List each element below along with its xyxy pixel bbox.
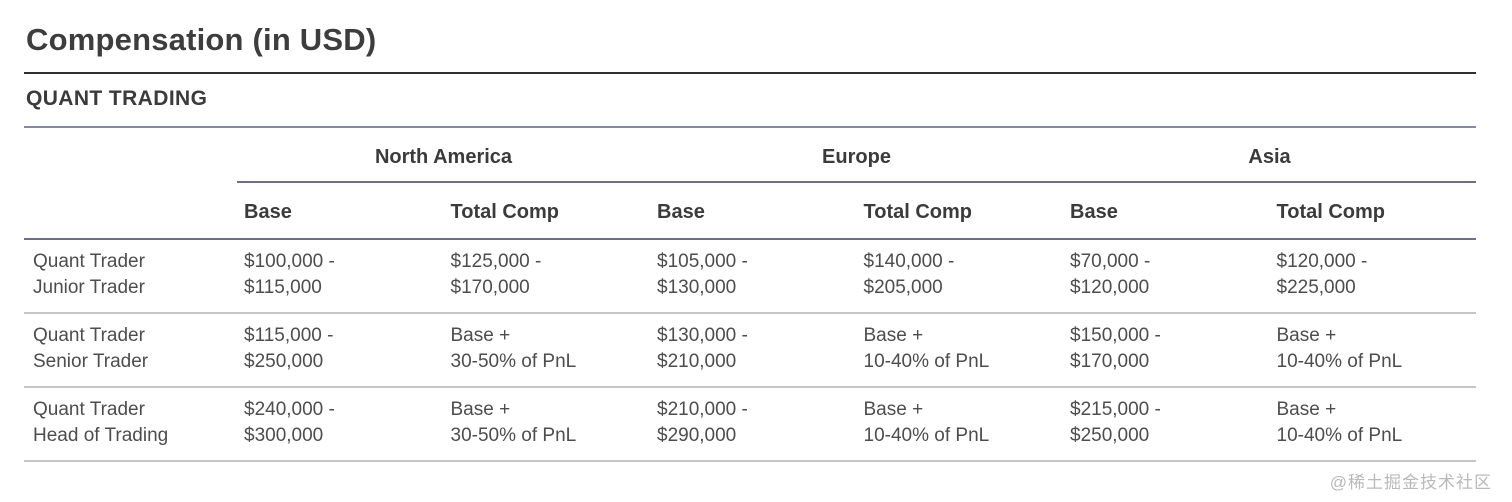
table-row-head-of-trading: Quant Trader Head of Trading $240,000 - …	[24, 388, 1476, 462]
value-line: $115,000 -	[244, 325, 334, 346]
value-line: $205,000	[863, 277, 943, 298]
value-line: $290,000	[657, 425, 737, 446]
value-line: $140,000 -	[863, 251, 955, 272]
value-line: Base +	[1276, 325, 1337, 346]
value-cell-na-totalcomp: $125,000 - $170,000	[444, 240, 651, 312]
region-header-north-america: North America	[237, 130, 650, 183]
value-line: $170,000	[450, 277, 530, 298]
value-cell-na-totalcomp: Base + 30-50% of PnL	[444, 314, 651, 386]
value-cell-na-base: $115,000 - $250,000	[237, 314, 444, 386]
page-title: Compensation (in USD)	[26, 22, 377, 57]
value-cell-eu-totalcomp: $140,000 - $205,000	[857, 240, 1064, 312]
value-cell-eu-totalcomp: Base + 10-40% of PnL	[857, 314, 1064, 386]
section-divider	[24, 126, 1476, 128]
value-line: $240,000 -	[244, 399, 335, 420]
region-header-europe: Europe	[650, 130, 1063, 183]
value-line: 30-50% of PnL	[450, 425, 577, 446]
role-line-1: Quant Trader	[33, 399, 145, 420]
value-line: $115,000	[244, 277, 322, 298]
value-line: 30-50% of PnL	[450, 351, 577, 372]
value-line: $130,000	[657, 277, 737, 298]
title-divider	[24, 72, 1476, 74]
value-line: $150,000 -	[1070, 325, 1161, 346]
value-cell-na-base: $240,000 - $300,000	[237, 388, 444, 460]
value-line: $250,000	[244, 351, 324, 372]
role-line-2: Head of Trading	[33, 425, 169, 446]
value-cell-asia-base: $215,000 - $250,000	[1063, 388, 1270, 460]
column-header-role-spacer	[24, 206, 237, 238]
value-cell-asia-base: $70,000 - $120,000	[1063, 240, 1270, 312]
role-line-2: Senior Trader	[33, 351, 149, 372]
value-line: $210,000 -	[657, 399, 748, 420]
value-line: Base +	[863, 399, 924, 420]
value-line: 10-40% of PnL	[863, 351, 990, 372]
watermark-text: @稀土掘金技术社区	[1329, 473, 1492, 492]
role-line-1: Quant Trader	[33, 251, 145, 272]
value-line: $225,000	[1276, 277, 1356, 298]
section-heading-quant-trading: QUANT TRADING	[26, 87, 208, 110]
role-cell: Quant Trader Head of Trading	[24, 388, 237, 460]
value-cell-asia-totalcomp: Base + 10-40% of PnL	[1270, 314, 1477, 386]
column-header-base-asia: Base	[1070, 201, 1118, 223]
column-header-totalcomp-asia: Total Comp	[1276, 201, 1386, 223]
column-header-base-eu: Base	[657, 201, 705, 223]
value-line: Base +	[863, 325, 924, 346]
value-line: $120,000	[1070, 277, 1150, 298]
column-header-totalcomp-na: Total Comp	[450, 201, 560, 223]
value-line: $250,000	[1070, 425, 1150, 446]
value-line: $170,000	[1070, 351, 1150, 372]
value-line: $105,000 -	[657, 251, 748, 272]
column-header-base-na: Base	[244, 201, 292, 223]
value-cell-eu-base: $105,000 - $130,000	[650, 240, 857, 312]
role-line-2: Junior Trader	[33, 277, 145, 298]
value-line: $125,000 -	[450, 251, 542, 272]
value-cell-eu-base: $210,000 - $290,000	[650, 388, 857, 460]
column-header-totalcomp-eu: Total Comp	[863, 201, 973, 223]
value-line: $120,000 -	[1276, 251, 1368, 272]
value-cell-na-base: $100,000 - $115,000	[237, 240, 444, 312]
value-line: Base +	[450, 325, 511, 346]
compensation-page: Compensation (in USD) QUANT TRADING Nort…	[0, 22, 1512, 502]
role-cell: Quant Trader Junior Trader	[24, 240, 237, 312]
value-cell-eu-base: $130,000 - $210,000	[650, 314, 857, 386]
role-cell: Quant Trader Senior Trader	[24, 314, 237, 386]
compensation-table: North America Europe Asia Base Total Com…	[24, 130, 1476, 462]
value-line: 10-40% of PnL	[1276, 351, 1403, 372]
value-line: $300,000	[244, 425, 324, 446]
column-header-row: Base Total Comp Base Total Comp Base Tot…	[24, 183, 1476, 240]
value-line: 10-40% of PnL	[863, 425, 990, 446]
value-line: Base +	[450, 399, 511, 420]
region-header-spacer	[24, 181, 237, 183]
value-cell-asia-totalcomp: $120,000 - $225,000	[1270, 240, 1477, 312]
value-line: Base +	[1276, 399, 1337, 420]
value-line: $215,000 -	[1070, 399, 1161, 420]
region-header-row: North America Europe Asia	[24, 130, 1476, 183]
value-line: $70,000 -	[1070, 251, 1151, 272]
value-cell-asia-base: $150,000 - $170,000	[1063, 314, 1270, 386]
value-line: 10-40% of PnL	[1276, 425, 1403, 446]
value-line: $210,000	[657, 351, 737, 372]
value-line: $100,000 -	[244, 251, 335, 272]
value-cell-eu-totalcomp: Base + 10-40% of PnL	[857, 388, 1064, 460]
table-row-junior-trader: Quant Trader Junior Trader $100,000 - $1…	[24, 240, 1476, 314]
value-line: $130,000 -	[657, 325, 748, 346]
role-line-1: Quant Trader	[33, 325, 145, 346]
region-header-asia: Asia	[1063, 130, 1476, 183]
value-cell-na-totalcomp: Base + 30-50% of PnL	[444, 388, 651, 460]
table-row-senior-trader: Quant Trader Senior Trader $115,000 - $2…	[24, 314, 1476, 388]
value-cell-asia-totalcomp: Base + 10-40% of PnL	[1270, 388, 1477, 460]
